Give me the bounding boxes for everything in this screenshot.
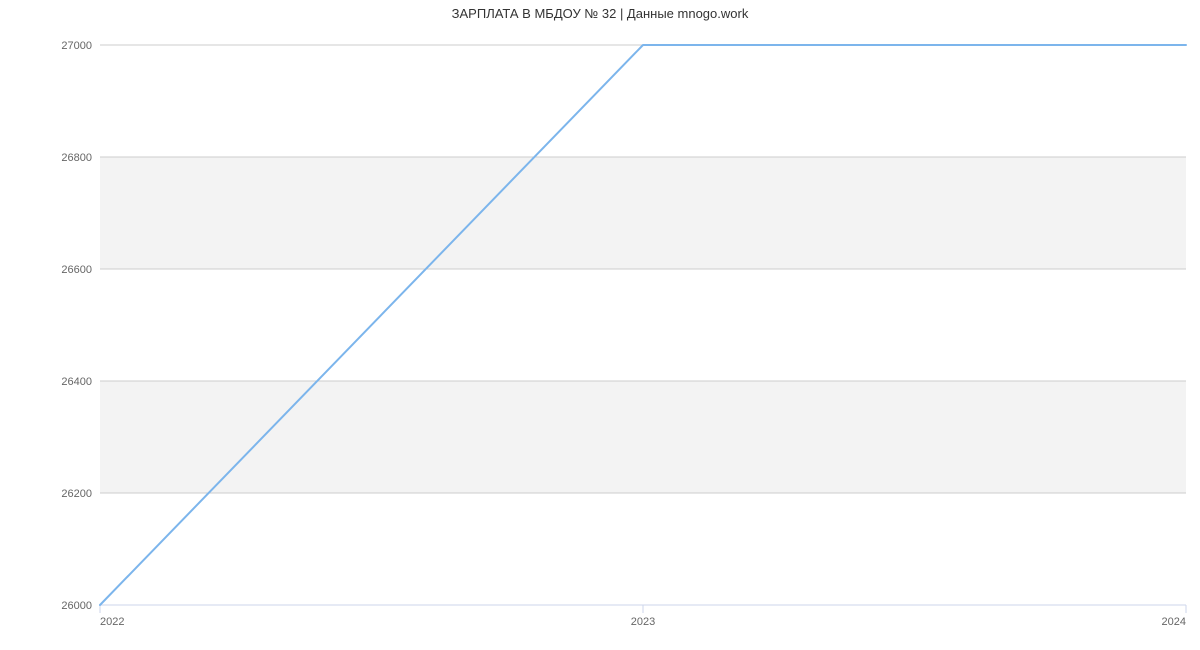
salary-chart: ЗАРПЛАТА В МБДОУ № 32 | Данные mnogo.wor…	[0, 0, 1200, 650]
plot-band	[100, 493, 1186, 605]
plot-band	[100, 157, 1186, 269]
chart-canvas: 26000 26200 26400 26600 26800 27000 2022 2023 20…	[0, 0, 1200, 650]
y-tick-label: 26600	[61, 264, 92, 276]
y-tick-label: 27000	[61, 40, 92, 52]
plot-band	[100, 269, 1186, 381]
chart-title: ЗАРПЛАТА В МБДОУ № 32 | Данные mnogo.wor…	[0, 6, 1200, 21]
x-tick-label: 2024	[1162, 616, 1186, 628]
y-tick-label: 26800	[61, 152, 92, 164]
plot-band	[100, 45, 1186, 157]
x-tick-label: 2023	[631, 616, 655, 628]
y-tick-label: 26200	[61, 488, 92, 500]
y-tick-label: 26400	[61, 376, 92, 388]
x-tick-label: 2022	[100, 616, 124, 628]
y-tick-label: 26000	[61, 600, 92, 612]
